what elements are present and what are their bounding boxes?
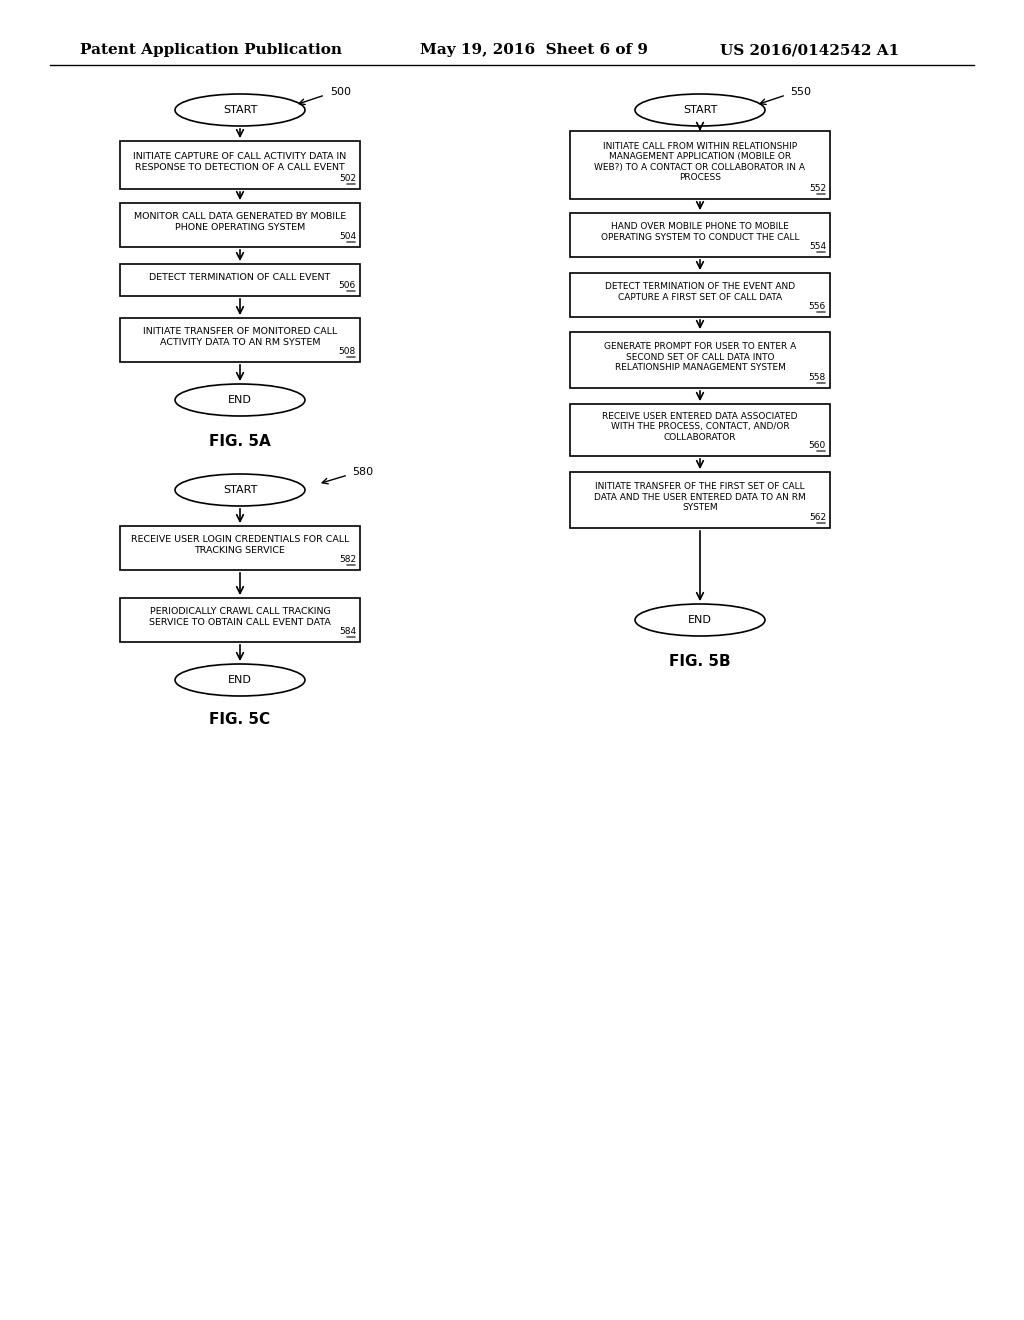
Text: 562: 562 (809, 513, 826, 521)
Text: INITIATE TRANSFER OF THE FIRST SET OF CALL
DATA AND THE USER ENTERED DATA TO AN : INITIATE TRANSFER OF THE FIRST SET OF CA… (594, 482, 806, 512)
Text: 506: 506 (339, 281, 356, 290)
Text: START: START (683, 106, 717, 115)
Text: 560: 560 (809, 441, 826, 450)
Text: RECEIVE USER LOGIN CREDENTIALS FOR CALL
TRACKING SERVICE: RECEIVE USER LOGIN CREDENTIALS FOR CALL … (131, 536, 349, 554)
Text: PERIODICALLY CRAWL CALL TRACKING
SERVICE TO OBTAIN CALL EVENT DATA: PERIODICALLY CRAWL CALL TRACKING SERVICE… (150, 607, 331, 627)
Text: DETECT TERMINATION OF THE EVENT AND
CAPTURE A FIRST SET OF CALL DATA: DETECT TERMINATION OF THE EVENT AND CAPT… (605, 282, 795, 302)
Text: HAND OVER MOBILE PHONE TO MOBILE
OPERATING SYSTEM TO CONDUCT THE CALL: HAND OVER MOBILE PHONE TO MOBILE OPERATI… (601, 222, 800, 242)
Text: RECEIVE USER ENTERED DATA ASSOCIATED
WITH THE PROCESS, CONTACT, AND/OR
COLLABORA: RECEIVE USER ENTERED DATA ASSOCIATED WIT… (602, 412, 798, 442)
Text: FIG. 5C: FIG. 5C (210, 713, 270, 727)
Text: 500: 500 (330, 87, 351, 96)
Text: FIG. 5B: FIG. 5B (670, 655, 731, 669)
Text: DETECT TERMINATION OF CALL EVENT: DETECT TERMINATION OF CALL EVENT (150, 272, 331, 281)
Text: 580: 580 (352, 467, 373, 477)
Text: 556: 556 (809, 302, 826, 312)
Text: INITIATE TRANSFER OF MONITORED CALL
ACTIVITY DATA TO AN RM SYSTEM: INITIATE TRANSFER OF MONITORED CALL ACTI… (143, 327, 337, 347)
Text: 558: 558 (809, 374, 826, 381)
Text: 582: 582 (339, 554, 356, 564)
Text: US 2016/0142542 A1: US 2016/0142542 A1 (720, 44, 899, 57)
Text: END: END (228, 675, 252, 685)
Text: 550: 550 (790, 87, 811, 96)
Text: May 19, 2016  Sheet 6 of 9: May 19, 2016 Sheet 6 of 9 (420, 44, 648, 57)
Text: MONITOR CALL DATA GENERATED BY MOBILE
PHONE OPERATING SYSTEM: MONITOR CALL DATA GENERATED BY MOBILE PH… (134, 213, 346, 232)
Text: Patent Application Publication: Patent Application Publication (80, 44, 342, 57)
Text: FIG. 5A: FIG. 5A (209, 434, 271, 450)
Text: INITIATE CAPTURE OF CALL ACTIVITY DATA IN
RESPONSE TO DETECTION OF A CALL EVENT: INITIATE CAPTURE OF CALL ACTIVITY DATA I… (133, 152, 347, 172)
Text: 508: 508 (339, 347, 356, 356)
Text: END: END (688, 615, 712, 624)
Text: START: START (223, 484, 257, 495)
Text: 584: 584 (339, 627, 356, 636)
Text: 552: 552 (809, 183, 826, 193)
Text: INITIATE CALL FROM WITHIN RELATIONSHIP
MANAGEMENT APPLICATION (MOBILE OR
WEB?) T: INITIATE CALL FROM WITHIN RELATIONSHIP M… (595, 143, 806, 182)
Text: 554: 554 (809, 242, 826, 251)
Text: END: END (228, 395, 252, 405)
Text: 502: 502 (339, 174, 356, 183)
Text: 504: 504 (339, 232, 356, 242)
Text: START: START (223, 106, 257, 115)
Text: GENERATE PROMPT FOR USER TO ENTER A
SECOND SET OF CALL DATA INTO
RELATIONSHIP MA: GENERATE PROMPT FOR USER TO ENTER A SECO… (604, 342, 796, 372)
